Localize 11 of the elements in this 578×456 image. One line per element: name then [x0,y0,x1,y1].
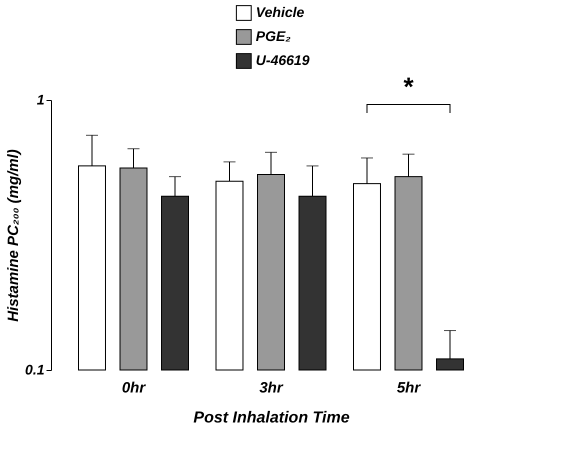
annotation: * [403,72,414,102]
x-tick-label: 3hr [259,380,284,396]
x-tick-label: 0hr [122,380,146,396]
legend-label: U-46619 [256,52,310,68]
x-tick-label: 5hr [396,380,422,396]
y-tick-label: 1 [36,92,45,108]
x-axis-title: Post Inhalation Time [193,410,350,426]
y-axis-title: Histamine PC₂₀₀ (mg/ml) [5,149,22,322]
legend-label: Vehicle [256,4,305,20]
legend-label: PGE₂ [256,28,291,44]
y-tick-label: 0.1 [25,362,45,378]
